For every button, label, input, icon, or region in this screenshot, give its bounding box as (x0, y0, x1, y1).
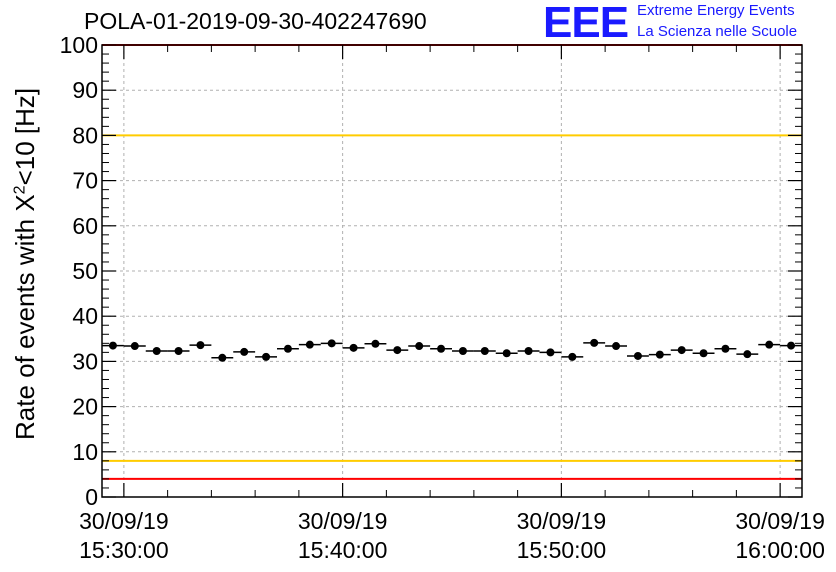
y-axis: 0 10 20 30 40 50 60 70 80 90 100 (60, 32, 802, 510)
chart-title: POLA-01-2019-09-30-402247690 (84, 8, 427, 34)
reference-lines (102, 44, 802, 480)
data-point (437, 344, 446, 353)
data-point (415, 342, 424, 351)
y-tick-label: 60 (72, 213, 98, 239)
y-tick-label: 90 (72, 77, 98, 103)
y-tick-label: 30 (72, 348, 98, 374)
x-tick-date: 30/09/19 (79, 508, 169, 534)
data-point (240, 347, 249, 356)
x-tick-time: 15:40:00 (298, 537, 388, 563)
data-point (283, 344, 292, 353)
data-point (305, 340, 314, 349)
data-point (174, 347, 183, 356)
y-tick-label: 70 (72, 168, 98, 194)
logo-line-2: La Scienza nelle Scuole (637, 23, 798, 40)
data-point (677, 346, 686, 355)
data-point (349, 343, 358, 352)
y-axis-label-prefix: Rate of events with X (10, 194, 40, 440)
data-point (458, 347, 467, 356)
x-tick-date: 30/09/19 (735, 508, 825, 534)
data-point (152, 347, 161, 356)
data-point (699, 349, 708, 358)
y-tick-label: 20 (72, 394, 98, 420)
y-tick-label: 100 (60, 32, 98, 58)
y-tick-label: 50 (72, 258, 98, 284)
logo-line-1: Extreme Energy Events (637, 2, 795, 19)
data-point (393, 346, 402, 355)
data-point (371, 339, 380, 348)
data-point (546, 348, 555, 357)
data-point (633, 351, 642, 360)
x-tick-time: 15:50:00 (517, 537, 607, 563)
data-point (765, 340, 774, 349)
data-point (655, 350, 664, 359)
x-tick-date: 30/09/19 (517, 508, 607, 534)
y-tick-label: 0 (85, 484, 98, 510)
data-point (218, 353, 227, 362)
x-axis: 30/09/19 15:30:00 30/09/19 15:40:00 30/09/19… (79, 45, 825, 563)
x-tick-time: 16:00:00 (735, 537, 825, 563)
data-point (568, 352, 577, 361)
x-tick-date: 30/09/19 (298, 508, 388, 534)
data-point (327, 339, 336, 348)
x-tick-time: 15:30:00 (79, 537, 169, 563)
data-point (721, 344, 730, 353)
y-tick-label: 10 (72, 439, 98, 465)
data-point (590, 338, 599, 347)
data-point (524, 347, 533, 356)
grid (102, 45, 802, 497)
data-point (108, 341, 117, 350)
data-series (102, 338, 802, 362)
data-point (612, 342, 621, 351)
data-point (480, 347, 489, 356)
data-point (743, 350, 752, 359)
eee-logo: EEE (543, 0, 629, 47)
y-axis-label-sup: 2 (11, 185, 29, 195)
y-axis-label: Rate of events with X2<10 [Hz] (10, 88, 41, 440)
data-point (130, 342, 139, 351)
y-tick-label: 40 (72, 303, 98, 329)
data-point (787, 341, 796, 350)
y-tick-label: 80 (72, 122, 98, 148)
data-point (196, 341, 205, 350)
data-point (502, 349, 511, 358)
data-point (262, 352, 271, 361)
y-axis-label-suffix: <10 [Hz] (10, 87, 40, 186)
